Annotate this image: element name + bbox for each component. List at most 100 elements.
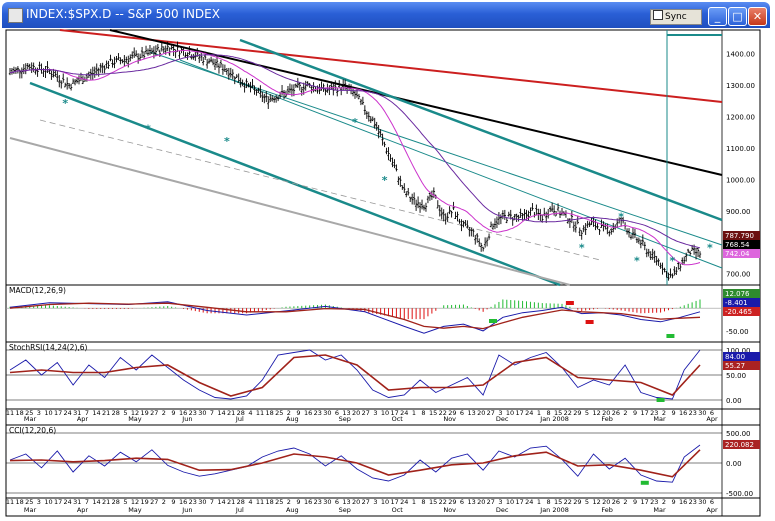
x-axis-day-label: 17	[516, 409, 524, 417]
x-axis-day-label: 4	[248, 409, 252, 417]
x-axis-day-label: 30	[698, 498, 706, 506]
x-axis-day-label: 10	[506, 409, 514, 417]
cycle-marker: *	[634, 254, 640, 267]
x-axis-day-label: 18	[15, 498, 23, 506]
last-value-tag-text: 12.076	[725, 290, 750, 298]
x-axis-day-label: 7	[85, 409, 89, 417]
y-axis-tick-label: 1100.00	[726, 145, 755, 153]
cci-series	[6, 432, 722, 494]
x-axis-day-label: 16	[179, 409, 187, 417]
x-axis-day-label: 11	[6, 409, 14, 417]
x-axis-day-label: 1	[537, 409, 541, 417]
x-axis-day-label: 27	[362, 409, 370, 417]
x-axis-day-label: 22	[439, 409, 447, 417]
chart-frame	[5, 29, 761, 517]
last-value-tag	[723, 240, 760, 249]
last-value-tag-text: 55.27	[725, 362, 745, 370]
x-axis-day-label: 25	[275, 498, 283, 506]
x-axis-day-label: 27	[150, 498, 158, 506]
x-axis-day-label: 15	[429, 498, 437, 506]
x-axis-day-label: 27	[487, 409, 495, 417]
red-trendline	[59, 29, 723, 103]
x-axis-day-label: 11	[256, 498, 264, 506]
stochrsi-label: StochRSI(14,24(2),6)	[9, 343, 88, 352]
signal-marker	[565, 301, 574, 305]
x-axis-day-label: 18	[266, 409, 274, 417]
macd-label: MACD(12,26,9)	[9, 286, 66, 295]
maximize-button[interactable]: □	[728, 7, 747, 26]
x-axis-month-label: Jul	[235, 506, 244, 514]
x-axis-day-label: 5	[585, 498, 589, 506]
minimize-button[interactable]: _	[708, 7, 727, 26]
x-axis-day-label: 28	[237, 409, 245, 417]
x-axis-day-label: 2	[623, 498, 627, 506]
sync-checkbox[interactable]: Sync	[650, 9, 702, 25]
sync-label: Sync	[665, 12, 687, 22]
x-axis-day-label: 29	[448, 498, 456, 506]
x-axis-day-label: 10	[44, 498, 52, 506]
x-axis-day-label: 20	[602, 409, 610, 417]
y-axis-tick-label: 100.00	[726, 347, 751, 355]
y-axis-tick-label: 900.00	[726, 208, 751, 216]
last-value-tag-text: 768.54	[725, 241, 750, 249]
x-axis-day-label: 20	[602, 498, 610, 506]
x-axis-month-label: Jan 2008	[539, 506, 569, 514]
x-axis-day-label: 23	[650, 498, 658, 506]
x-axis-day-label: 26	[612, 498, 620, 506]
x-axis-day-label: 27	[150, 409, 158, 417]
last-value-tag	[723, 307, 760, 316]
x-axis-day-label: 9	[296, 498, 300, 506]
x-axis-day-label: 12	[592, 409, 600, 417]
x-axis-day-label: 21	[102, 409, 110, 417]
x-axis-day-label: 21	[227, 498, 235, 506]
last-value-tag	[723, 249, 760, 258]
x-axis-day-label: 13	[467, 409, 475, 417]
x-axis-day-label: 3	[373, 498, 377, 506]
cycle-marker: *	[618, 210, 624, 223]
x-axis-day-label: 31	[73, 409, 81, 417]
close-button[interactable]: ✕	[748, 7, 767, 26]
x-axis-day-label: 28	[237, 498, 245, 506]
x-axis-day-label: 24	[64, 409, 72, 417]
x-axis-day-label: 10	[506, 498, 514, 506]
x-axis-day-label: 1	[537, 498, 541, 506]
x-axis-month-label: Apr	[77, 415, 89, 423]
x-axis-day-label: 28	[112, 409, 120, 417]
x-axis-day-label: 24	[64, 498, 72, 506]
x-axis-day-label: 25	[25, 498, 33, 506]
black-trendline	[109, 29, 723, 176]
x-axis-day-label: 22	[439, 498, 447, 506]
chart-icon[interactable]	[8, 8, 23, 23]
x-axis-month-label: Aug	[286, 506, 299, 514]
x-axis-month-label: Mar	[24, 415, 37, 423]
x-axis-day-label: 23	[689, 409, 697, 417]
x-axis-day-label: 9	[171, 498, 175, 506]
x-axis-day-label: 29	[573, 409, 581, 417]
teal-mid-channel	[149, 51, 723, 246]
x-axis-day-label: 17	[641, 409, 649, 417]
x-axis-day-label: 30	[323, 498, 331, 506]
x-axis-month-label: Oct	[392, 415, 404, 423]
y-axis-tick-label: 0.00	[726, 460, 742, 468]
x-axis-month-label: Sep	[339, 506, 351, 514]
y-axis-tick-label: 1200.00	[726, 114, 755, 122]
title-bar[interactable]: INDEX:$SPX.D -- S&P 500 INDEX Sync _ □ ✕	[2, 2, 770, 28]
x-axis-day-label: 3	[498, 409, 502, 417]
x-axis-day-label: 14	[217, 409, 225, 417]
x-axis-day-label: 3	[37, 409, 41, 417]
x-axis-day-label: 16	[304, 409, 312, 417]
x-axis-month-label: Nov	[443, 506, 456, 514]
y-axis-tick-label: 1300.00	[726, 82, 755, 90]
checkbox-icon[interactable]	[653, 10, 663, 20]
x-axis-day-label: 26	[612, 409, 620, 417]
x-axis-month-label: Jan 2008	[539, 415, 569, 423]
x-axis-day-label: 23	[689, 498, 697, 506]
dashed-midline	[39, 119, 601, 261]
x-axis-day-label: 14	[92, 498, 100, 506]
x-axis-day-label: 23	[314, 498, 322, 506]
x-axis-day-label: 23	[189, 409, 197, 417]
x-axis-day-label: 23	[650, 409, 658, 417]
x-axis-ticks: 11 18 25 3 10 17 24 31 7 14 21 28 5 12 19 27 2 9 16 23 30 7 14…	[6, 409, 718, 514]
